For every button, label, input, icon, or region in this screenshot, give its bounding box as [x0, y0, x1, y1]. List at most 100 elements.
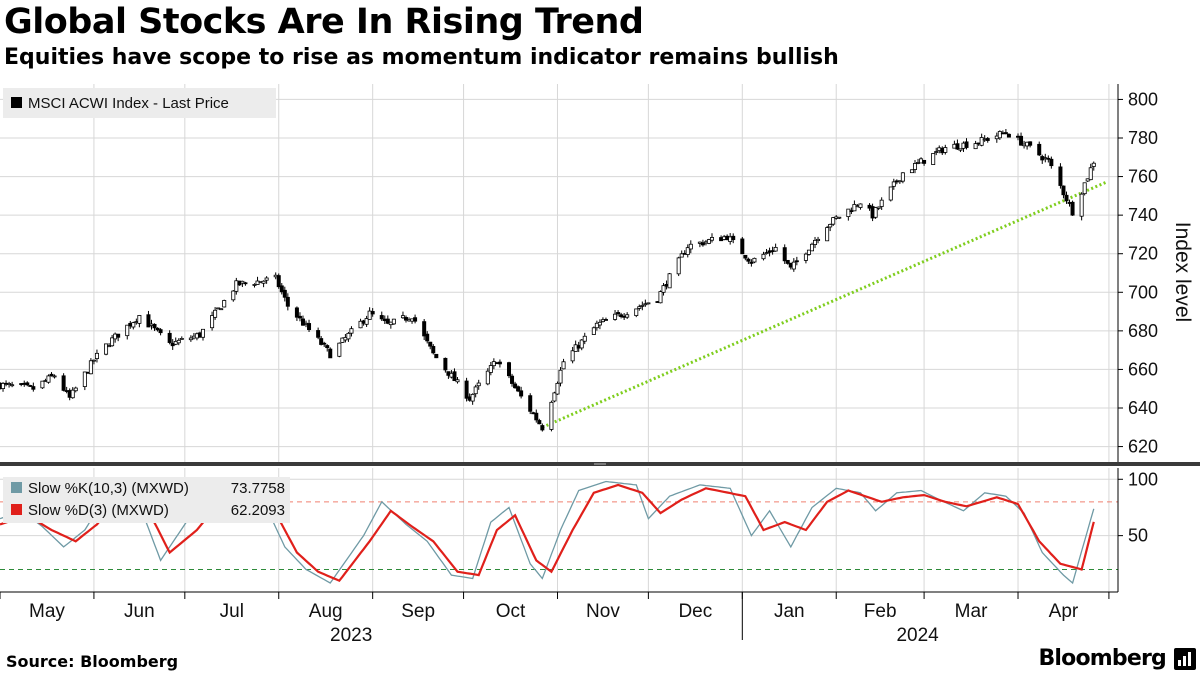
candle-up — [913, 163, 918, 170]
candle-down — [243, 282, 248, 285]
candle-up — [1088, 167, 1093, 181]
price-legend: MSCI ACWI Index - Last Price — [3, 88, 276, 118]
candle-up — [73, 387, 78, 392]
candle-down — [61, 375, 66, 391]
candle-up — [661, 285, 666, 293]
candle-up — [909, 169, 914, 174]
candle-down — [49, 373, 54, 377]
candle-up — [825, 227, 830, 242]
candle-up — [364, 318, 369, 325]
candle-up — [934, 151, 939, 153]
candle-up — [222, 300, 227, 308]
candle-down — [413, 317, 418, 322]
candle-up — [879, 199, 884, 207]
candle-up — [613, 313, 618, 320]
candle-down — [1049, 158, 1054, 167]
candle-up — [640, 304, 645, 307]
candle-up — [667, 273, 672, 289]
candle-up — [752, 257, 757, 263]
candle-up — [979, 137, 984, 146]
y-tick-label: 720 — [1128, 244, 1158, 264]
candle-up — [473, 386, 478, 395]
candle-up — [876, 206, 881, 209]
candle-down — [403, 317, 408, 321]
candle-down — [746, 258, 751, 262]
candle-up — [131, 322, 136, 328]
candle-up — [219, 308, 224, 311]
candle-up — [591, 327, 596, 335]
x-tick-label: May — [29, 601, 65, 622]
candle-up — [997, 131, 1002, 139]
candle-down — [1019, 135, 1024, 146]
candle-down — [307, 323, 312, 331]
candle-up — [485, 370, 490, 385]
candle-up — [958, 148, 963, 151]
candle-up — [837, 216, 842, 219]
candle-up — [634, 308, 639, 316]
candle-up — [931, 153, 936, 165]
candle-down — [422, 321, 427, 337]
candle-down — [431, 346, 436, 354]
y-tick-label: 700 — [1128, 282, 1158, 302]
candle-down — [1006, 133, 1011, 138]
candle-up — [685, 247, 690, 255]
candle-down — [322, 342, 327, 345]
candle-down — [743, 254, 748, 259]
candle-down — [300, 318, 305, 326]
x-year-label: 2024 — [896, 625, 939, 646]
y-tick-label: 800 — [1128, 89, 1158, 109]
candle-down — [285, 296, 290, 307]
candle-up — [346, 332, 351, 340]
x-tick-label: Apr — [1049, 601, 1079, 622]
candle-up — [476, 382, 481, 387]
candle-down — [152, 323, 157, 329]
candle-up — [943, 147, 948, 153]
candle-down — [1070, 201, 1075, 216]
candle-up — [761, 253, 766, 260]
x-tick-label: Oct — [496, 601, 526, 622]
candle-up — [594, 322, 599, 329]
candle-up — [579, 339, 584, 349]
candle-up — [900, 172, 905, 182]
candle-up — [455, 379, 460, 383]
candle-down — [794, 260, 799, 263]
candle-down — [25, 382, 30, 386]
candle-up — [70, 389, 75, 399]
candle-up — [831, 217, 836, 225]
candle-up — [367, 310, 372, 320]
candle-series — [0, 128, 1096, 432]
candle-down — [497, 361, 502, 365]
candle-up — [888, 186, 893, 201]
candle-down — [452, 371, 457, 382]
d-legend-value: 62.2093 — [231, 502, 285, 519]
y-tick-label: 680 — [1128, 321, 1158, 341]
candle-up — [597, 321, 602, 326]
chart-subtitle: Equities have scope to rise as momentum … — [4, 45, 839, 70]
candle-down — [507, 362, 512, 377]
candle-up — [200, 328, 205, 338]
candle-up — [646, 302, 651, 305]
trendline-layer — [541, 180, 1107, 429]
candle-down — [1003, 132, 1008, 134]
candle-down — [385, 318, 390, 324]
y-tick-label: 640 — [1128, 398, 1158, 418]
candle-down — [379, 315, 384, 320]
candle-down — [328, 348, 333, 359]
candle-up — [188, 337, 193, 341]
candle-down — [700, 242, 705, 246]
candle-up — [552, 392, 557, 402]
candle-down — [619, 314, 624, 318]
candle-up — [349, 328, 354, 334]
candle-down — [782, 247, 787, 262]
candle-up — [231, 290, 236, 301]
candle-down — [155, 327, 160, 331]
candle-up — [1082, 182, 1087, 195]
bloomberg-logo: Bloomberg — [1038, 646, 1166, 671]
candle-down — [28, 385, 33, 387]
candle-up — [94, 352, 99, 360]
d-legend-label: Slow %D(3) (MXWD) — [28, 502, 169, 519]
x-tick-label: Jul — [220, 601, 244, 622]
candle-up — [791, 261, 796, 270]
slow-d-line — [0, 483, 1095, 583]
support-trendline — [541, 180, 1107, 429]
